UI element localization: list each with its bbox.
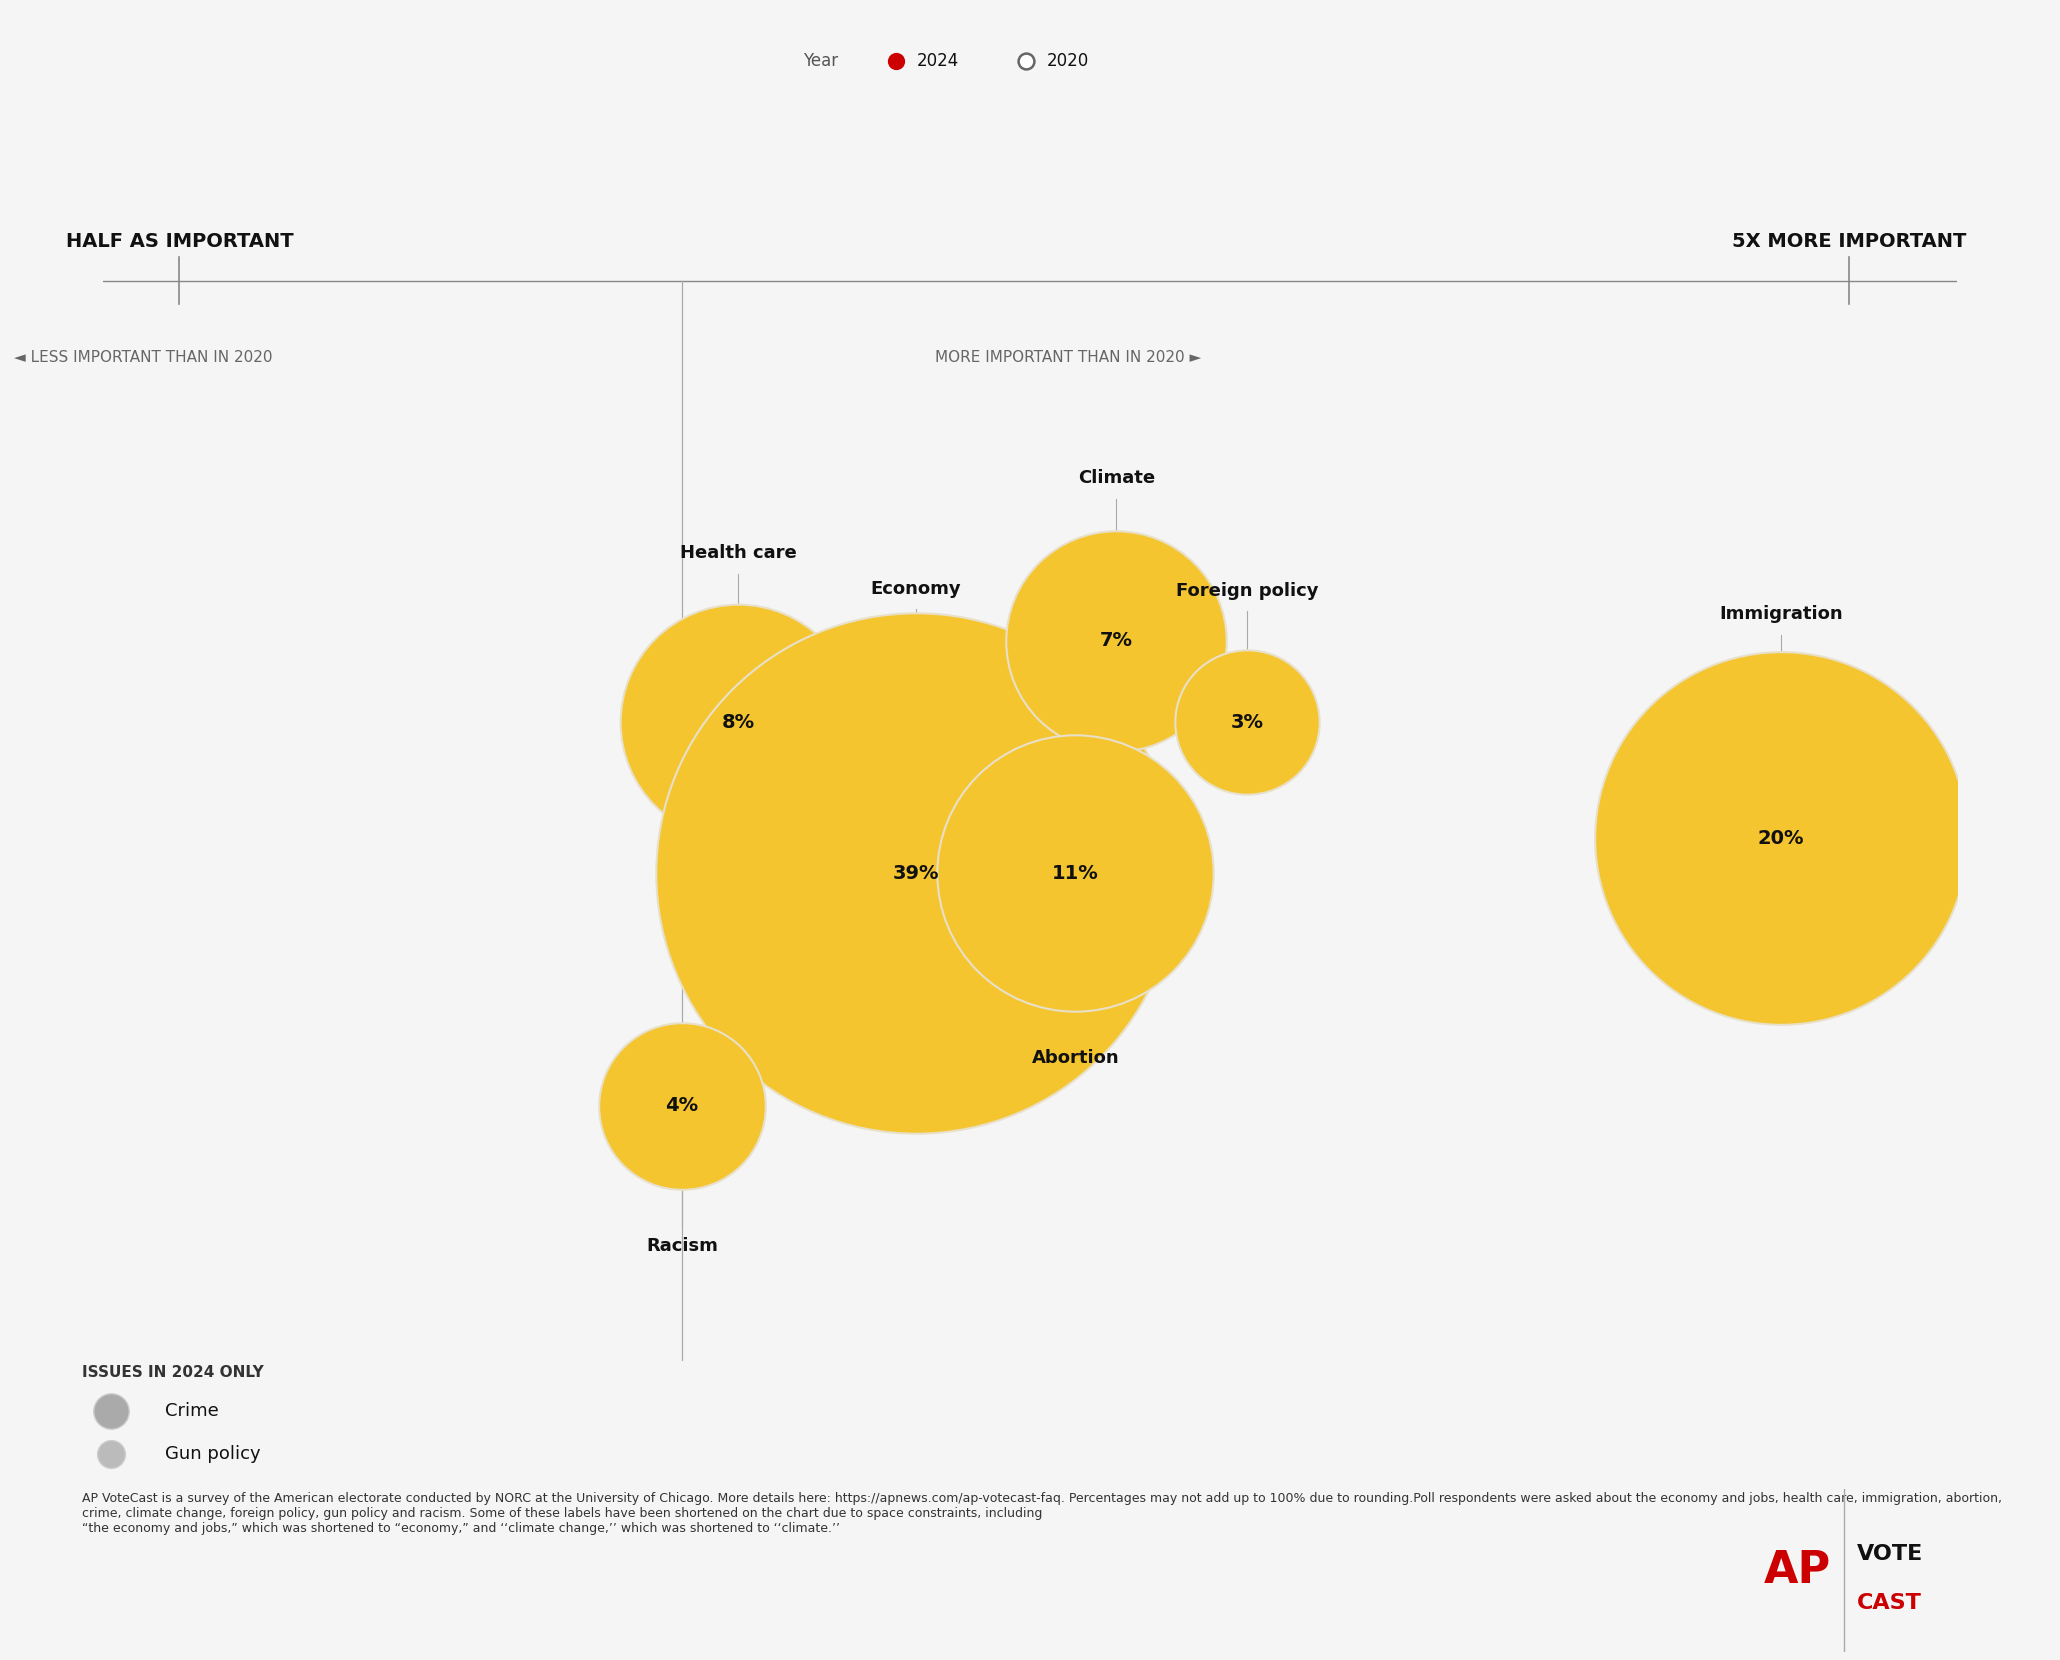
Point bbox=[880, 48, 913, 75]
Text: ISSUES IN 2024 ONLY: ISSUES IN 2024 ONLY bbox=[82, 1365, 264, 1379]
Point bbox=[1009, 48, 1042, 75]
Text: 2024: 2024 bbox=[917, 53, 960, 70]
Text: HALF AS IMPORTANT: HALF AS IMPORTANT bbox=[66, 232, 293, 251]
Text: Health care: Health care bbox=[680, 544, 797, 563]
Text: 11%: 11% bbox=[1053, 863, 1098, 883]
Point bbox=[721, 709, 754, 735]
Text: 3%: 3% bbox=[1230, 712, 1265, 732]
Text: 7%: 7% bbox=[1100, 631, 1133, 651]
Text: 8%: 8% bbox=[721, 712, 754, 732]
Text: Year: Year bbox=[803, 53, 838, 70]
Text: Economy: Economy bbox=[871, 579, 962, 598]
Text: AP: AP bbox=[1763, 1549, 1831, 1592]
Point bbox=[95, 1398, 128, 1424]
Text: 2020: 2020 bbox=[1046, 53, 1090, 70]
Text: Racism: Racism bbox=[647, 1237, 719, 1255]
Text: Foreign policy: Foreign policy bbox=[1176, 581, 1318, 599]
Text: CAST: CAST bbox=[1856, 1594, 1922, 1614]
Text: Gun policy: Gun policy bbox=[165, 1444, 260, 1462]
Point bbox=[1100, 627, 1133, 654]
Text: Abortion: Abortion bbox=[1032, 1049, 1119, 1067]
Point bbox=[665, 1092, 698, 1119]
Text: ◄ LESS IMPORTANT THAN IN 2020: ◄ LESS IMPORTANT THAN IN 2020 bbox=[14, 350, 272, 365]
Point bbox=[900, 860, 933, 886]
Text: 39%: 39% bbox=[892, 863, 939, 883]
Point bbox=[95, 1441, 128, 1467]
Point bbox=[1230, 709, 1263, 735]
Text: Immigration: Immigration bbox=[1720, 604, 1844, 622]
Text: VOTE: VOTE bbox=[1856, 1544, 1922, 1564]
Text: Climate: Climate bbox=[1077, 470, 1156, 488]
Text: Crime: Crime bbox=[165, 1403, 218, 1419]
Text: AP VoteCast is a survey of the American electorate conducted by NORC at the Univ: AP VoteCast is a survey of the American … bbox=[82, 1492, 2002, 1536]
Text: 5X MORE IMPORTANT: 5X MORE IMPORTANT bbox=[1732, 232, 1967, 251]
Point bbox=[1765, 825, 1798, 852]
Text: MORE IMPORTANT THAN IN 2020 ►: MORE IMPORTANT THAN IN 2020 ► bbox=[935, 350, 1201, 365]
Text: 4%: 4% bbox=[665, 1096, 698, 1116]
Text: 20%: 20% bbox=[1757, 828, 1805, 848]
Point bbox=[1059, 860, 1092, 886]
